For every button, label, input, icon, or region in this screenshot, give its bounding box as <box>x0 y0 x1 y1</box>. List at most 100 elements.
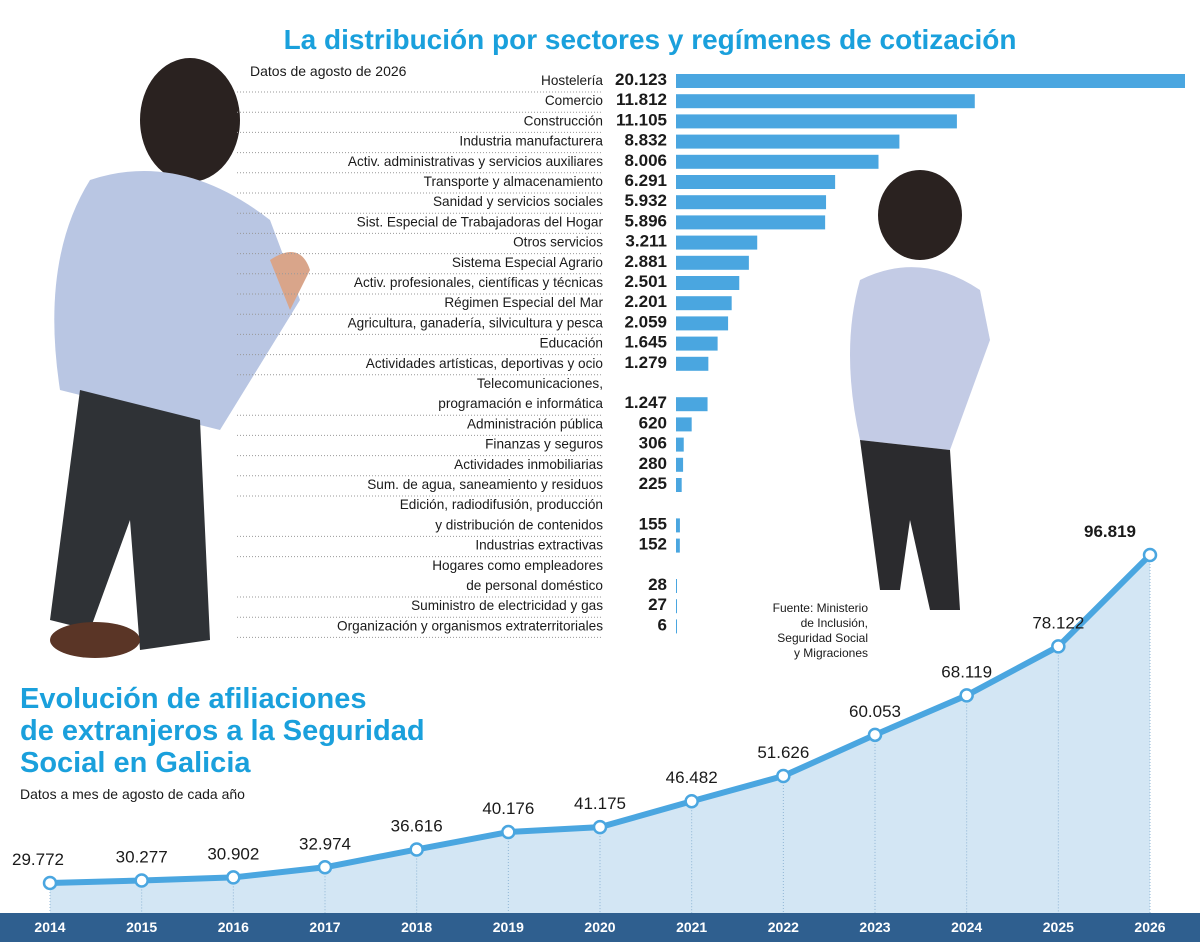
source-note: Fuente: Ministerio de Inclusión, Seguridad… <box>773 601 869 660</box>
point <box>684 793 699 809</box>
value-label: 6 <box>658 616 667 635</box>
value-label: 280 <box>639 454 667 473</box>
bar <box>676 215 826 230</box>
value-label: 5.932 <box>624 192 667 211</box>
value-label: 6.291 <box>624 171 667 190</box>
bar <box>676 134 900 149</box>
bar <box>676 316 729 331</box>
x-tick-label: 2024 <box>951 919 982 935</box>
x-tick-label: 2020 <box>584 919 615 935</box>
bar-label: Otros servicios <box>513 234 603 249</box>
bar-label: Actividades artísticas, deportivas y oci… <box>366 355 603 370</box>
bar-label: Activ. administrativas y servicios auxil… <box>348 153 603 168</box>
bar-label: Educación <box>540 335 603 350</box>
value-label: 2.501 <box>624 272 667 291</box>
value-label: 36.616 <box>391 817 443 836</box>
bar-label: Organización y organismos extraterritori… <box>337 618 603 633</box>
value-label: 30.902 <box>207 845 259 864</box>
value-label: 11.812 <box>616 91 667 110</box>
bar-label: Sanidad y servicios sociales <box>433 194 603 209</box>
bar-label: Actividades inmobiliarias <box>454 456 603 471</box>
bar <box>676 579 677 593</box>
value-label: 29.772 <box>12 850 64 869</box>
bar-label: Sist. Especial de Trabajadoras del Hogar <box>357 214 604 229</box>
bar-label: Régimen Especial del Mar <box>444 295 603 310</box>
bar <box>676 255 749 270</box>
bar <box>676 175 836 189</box>
value-label: 8.006 <box>624 151 667 170</box>
x-tick-label: 2023 <box>859 919 890 935</box>
bar <box>676 417 692 432</box>
bar <box>676 599 677 614</box>
bar-label: Industrias extractivas <box>475 537 603 552</box>
bar <box>676 538 680 553</box>
bar-label: Comercio <box>545 93 603 108</box>
point <box>134 873 149 888</box>
bar <box>676 518 680 533</box>
point <box>959 688 974 703</box>
bar-label: Industria manufacturera <box>459 133 603 148</box>
value-label: 28 <box>648 575 667 594</box>
value-label: 41.175 <box>574 795 626 814</box>
bar-label: Activ. profesionales, científicas y técn… <box>354 275 603 290</box>
bar <box>676 114 957 129</box>
area <box>50 554 1150 913</box>
bar <box>676 276 740 290</box>
value-label: 306 <box>639 434 667 453</box>
bar <box>676 397 708 412</box>
x-tick-label: 2014 <box>34 919 65 935</box>
value-label: 152 <box>639 535 667 554</box>
bar <box>676 478 682 492</box>
value-label: 51.626 <box>757 744 809 763</box>
point <box>592 819 608 835</box>
bar-label: Telecomunicaciones, programación e inform… <box>438 376 603 411</box>
value-label: 40.176 <box>482 800 534 819</box>
point <box>42 875 58 891</box>
bar <box>676 94 975 109</box>
point <box>867 727 883 743</box>
bar-chart-title: La distribución por sectores y regímenes… <box>284 24 1017 55</box>
bar <box>676 336 718 351</box>
value-label: 20.123 <box>615 70 667 89</box>
x-tick-label: 2018 <box>401 919 432 935</box>
point <box>409 842 424 857</box>
line-chart-title: Evolución de afiliaciones de extranjeros … <box>20 683 425 779</box>
value-label: 68.119 <box>941 663 992 682</box>
axis-band <box>0 913 1200 942</box>
bar-label: Transporte y almacenamiento <box>424 174 603 189</box>
decor-woman <box>850 170 990 610</box>
point <box>1051 639 1066 654</box>
bar-label: Construcción <box>524 113 603 128</box>
point <box>776 768 791 784</box>
value-label: 78.122 <box>1032 614 1084 633</box>
x-tick-label: 2019 <box>493 919 524 935</box>
bar-label: Hogares como empleadores de personal domé… <box>432 557 603 592</box>
value-label: 620 <box>639 414 667 433</box>
value-label: 60.053 <box>849 702 901 721</box>
value-label: 2.201 <box>624 293 667 312</box>
bar <box>676 154 879 169</box>
bar-label: Sum. de agua, saneamiento y residuos <box>367 477 603 492</box>
value-label: 46.482 <box>666 769 718 788</box>
bar <box>676 235 758 250</box>
bar-label: Hostelería <box>541 73 603 88</box>
value-label: 5.896 <box>624 212 667 231</box>
decor-man <box>50 58 310 658</box>
bar <box>676 74 1185 88</box>
point <box>226 870 241 885</box>
point <box>317 860 333 875</box>
value-label: 30.277 <box>116 848 168 867</box>
bar-label: Finanzas y seguros <box>485 436 603 451</box>
value-label: 155 <box>639 515 667 534</box>
bar-label: Administración pública <box>467 416 603 431</box>
line-chart-subtitle: Datos a mes de agosto de cada año <box>20 786 245 802</box>
bar <box>676 619 677 634</box>
x-tick-label: 2017 <box>309 919 340 935</box>
bar-label: Edición, radiodifusión, producción y dist… <box>400 497 603 532</box>
x-tick-label: 2016 <box>218 919 249 935</box>
point <box>1142 547 1158 563</box>
x-tick-label: 2022 <box>768 919 799 935</box>
value-label: 8.832 <box>624 131 667 150</box>
